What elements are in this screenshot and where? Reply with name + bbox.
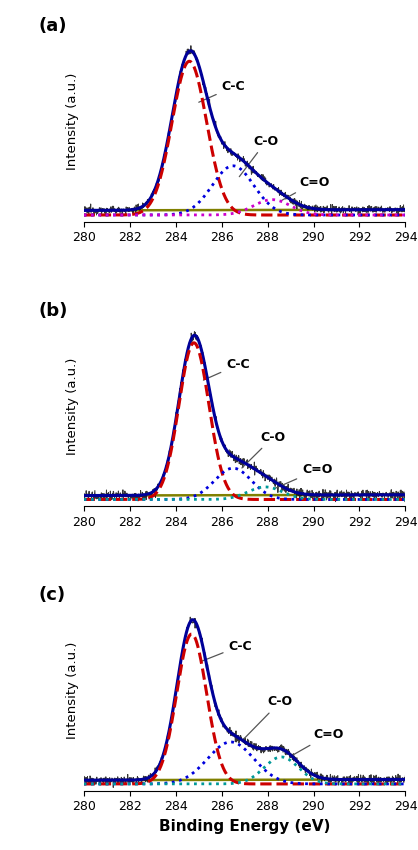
Text: C-C: C-C: [199, 81, 245, 102]
Text: C-C: C-C: [201, 639, 252, 661]
Text: (b): (b): [38, 302, 68, 320]
Text: C-O: C-O: [242, 695, 293, 741]
Text: (a): (a): [38, 17, 67, 35]
Text: C-O: C-O: [242, 431, 286, 468]
Text: C=O: C=O: [281, 176, 330, 201]
Text: C-C: C-C: [204, 359, 250, 380]
X-axis label: Binding Energy (eV): Binding Energy (eV): [159, 819, 330, 834]
Text: C=O: C=O: [291, 728, 344, 756]
Y-axis label: Intensity (a.u.): Intensity (a.u.): [66, 357, 79, 455]
Text: C=O: C=O: [275, 463, 332, 489]
Y-axis label: Intensity (a.u.): Intensity (a.u.): [66, 73, 79, 170]
Text: (c): (c): [38, 586, 66, 604]
Text: C-O: C-O: [240, 134, 279, 177]
Y-axis label: Intensity (a.u.): Intensity (a.u.): [66, 642, 79, 739]
